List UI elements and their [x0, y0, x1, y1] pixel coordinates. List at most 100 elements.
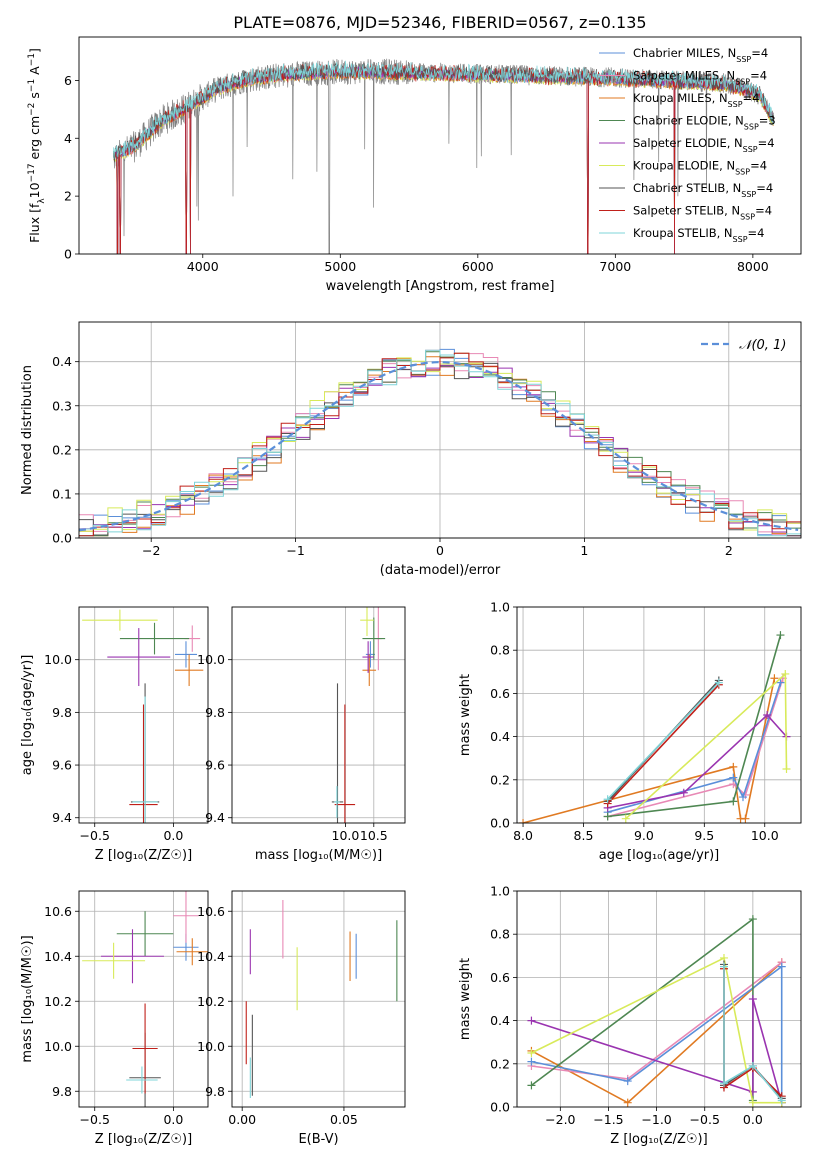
grid [232, 891, 405, 1107]
axes-frame [516, 890, 802, 1108]
y-tick-label: 0.2 [490, 772, 510, 787]
series-line [531, 956, 782, 1104]
x-tick-label: 8000 [737, 259, 769, 274]
x-axis-label: mass [log₁₀(M/M☉)] [255, 848, 382, 863]
series-point [719, 962, 728, 971]
series-point [623, 1098, 632, 1107]
x-tick-label: 10.0 [751, 828, 779, 843]
y-tick-label: 9.6 [52, 758, 72, 773]
legend-entry: Chabrier ELODIE, NSSP=3 [633, 114, 776, 132]
y-tick-label: 10.2 [197, 994, 225, 1009]
x-axis-label: (data-model)/error [380, 563, 501, 578]
series-point [776, 631, 785, 640]
y-axis-label: age [log₁₀(age/yr)] [20, 655, 35, 776]
x-tick-label: −2.0 [545, 1112, 575, 1127]
x-tick-label: 10.0 [332, 828, 360, 843]
x-tick-label: −0.5 [80, 1112, 110, 1127]
axes-frame [516, 606, 802, 824]
errorbar-kroupa-stelib [132, 696, 158, 823]
series-point [782, 765, 791, 773]
series-point [770, 674, 779, 683]
series-point [623, 1077, 632, 1086]
errorbar-kroupa-stelib [334, 786, 340, 818]
x-tick-label: 8.5 [574, 828, 594, 843]
series-point [621, 814, 630, 823]
y-tick-label: 9.6 [205, 758, 225, 773]
x-tick-label: 5000 [324, 259, 356, 274]
y-tick-label: 10.0 [44, 652, 72, 667]
y-tick-label: 9.8 [205, 1084, 225, 1099]
series-line [723, 966, 783, 1102]
spectrum-legend: Chabrier MILES, NSSP=4 Salpeter MILES, NS… [599, 46, 776, 244]
x-tick-label: 10.5 [360, 828, 388, 843]
axes-frame [78, 36, 802, 255]
series-point [729, 797, 738, 806]
legend-entry: Kroupa MILES, NSSP=4 [633, 91, 759, 109]
y-label-part: erg cm [27, 116, 42, 164]
y-tick-label: 10.4 [44, 949, 72, 964]
series-point [714, 678, 723, 687]
x-tick-label: 4000 [187, 259, 219, 274]
y-tick-label: 4 [64, 131, 72, 146]
grid [232, 607, 405, 823]
y-label-part: Flux [f [27, 203, 42, 243]
series-line [607, 682, 720, 800]
x-tick-label: 1 [580, 543, 588, 558]
series-kroupa-stelib [719, 962, 786, 1105]
figure-title: PLATE=0876, MJD=52346, FIBERID=0567, z=0… [233, 13, 646, 32]
x-tick-label: 0.0 [163, 828, 183, 843]
y-tick-label: 0.1 [52, 486, 72, 501]
errorbar-salpeter-miles [173, 891, 199, 943]
x-tick-label: −0.5 [690, 1112, 720, 1127]
y-tick-label: 9.8 [52, 1084, 72, 1099]
axes-frame [231, 606, 406, 824]
axes-frame [78, 321, 802, 539]
y-tick-label: 1.0 [490, 600, 510, 615]
y-tick-label: 10.6 [44, 904, 72, 919]
errorbar-salpeter-stelib [129, 704, 158, 823]
y-tick-label: 1.0 [490, 884, 510, 899]
series-point [748, 915, 757, 924]
histogram-salpeter-stelib [79, 352, 801, 537]
y-tick-label: 10.0 [44, 1039, 72, 1054]
y-tick-label: 9.8 [52, 705, 72, 720]
series-point [519, 819, 528, 823]
y-tick-label: 10.4 [197, 949, 225, 964]
x-tick-label: −1.5 [593, 1112, 623, 1127]
age-vs-metallicity-panel: −0.5 0.0 9.4 9.6 9.8 10.0 Z [log₁₀(Z/Z☉)] age [… [20, 606, 209, 863]
y-label-part: −1 [27, 53, 37, 66]
y-axis-label: mass [log₁₀(M/M☉)] [20, 935, 35, 1062]
errorbar-salpeter-elodie [101, 929, 164, 984]
y-tick-label: 10.0 [197, 1039, 225, 1054]
series-line [531, 998, 783, 1103]
series-point [719, 1079, 728, 1088]
x-tick-label: 2 [725, 543, 733, 558]
series-point [748, 995, 757, 1003]
y-tick-label: 0.6 [490, 970, 510, 985]
errorbar-kroupa-miles [362, 654, 377, 687]
errorbar-kroupa-elodie [360, 607, 374, 636]
axes-frame [78, 606, 209, 824]
errorbar-salpeter-stelib [132, 1003, 158, 1094]
x-tick-label: 9.0 [634, 828, 654, 843]
y-axis-label: Flux [fλ10−17 erg cm−2 s−1 A−1] [27, 48, 47, 243]
y-tick-label: 0 [64, 247, 72, 262]
y-tick-label: 0.0 [52, 531, 72, 546]
series-point [777, 962, 786, 971]
y-axis-label: mass weight [458, 674, 473, 756]
series-chabrier-elodie [603, 631, 785, 821]
x-tick-label: −1 [286, 543, 304, 558]
mass-weight-vs-metallicity-panel: −2.0 −1.5 −1.0 −0.5 0.0 0.0 0.2 0.4 0.6 0.8 1.0 Z [… [458, 884, 802, 1147]
series-point [777, 1096, 786, 1105]
y-tick-label: 9.4 [52, 810, 72, 825]
y-tick-label: 0.2 [490, 1056, 510, 1071]
y-tick-label: 10.0 [197, 652, 225, 667]
series-point [527, 1016, 536, 1025]
x-axis-label: age [log₁₀(age/yr)] [599, 848, 720, 863]
y-label-part: 10 [27, 182, 42, 198]
plot-area [331, 607, 386, 823]
errorbar-kroupa-elodie [82, 609, 158, 631]
y-tick-label: 0.4 [490, 729, 510, 744]
y-tick-label: 0.8 [490, 927, 510, 942]
x-axis-label: Z [log₁₀(Z/Z☉)] [610, 1132, 707, 1147]
